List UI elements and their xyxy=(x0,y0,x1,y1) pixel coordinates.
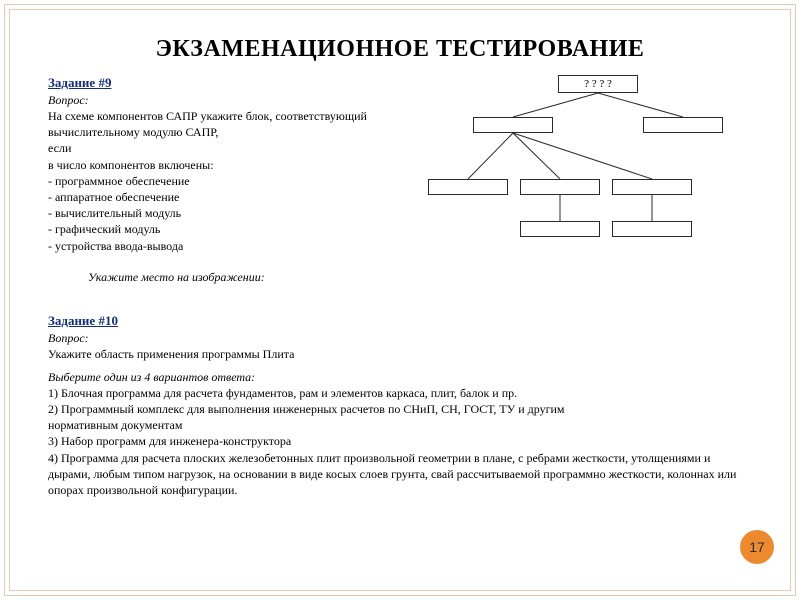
diagram-node-l1a[interactable] xyxy=(473,117,553,133)
q9-prompt-line: если xyxy=(48,140,408,156)
q10-option-line: 2) Программный комплекс для выполнения и… xyxy=(48,401,752,417)
q10-vopros-label: Вопрос: xyxy=(48,331,752,346)
q10-heading: Задание #10 xyxy=(48,313,752,329)
q10-option-line: 1) Блочная программа для расчета фундаме… xyxy=(48,385,752,401)
page-title: ЭКЗАМЕНАЦИОННОЕ ТЕСТИРОВАНИЕ xyxy=(48,36,752,63)
diagram-node-l2b[interactable] xyxy=(520,179,600,195)
q10-prompt: Укажите область применения программы Пли… xyxy=(48,346,752,362)
q9-prompt-line: - графический модуль xyxy=(48,221,408,237)
q9-prompt-line: - аппаратное обеспечение xyxy=(48,189,408,205)
q9-diagram[interactable]: ? ? ? ? xyxy=(428,75,768,275)
question-9-text: Задание #9 Вопрос: На схеме компонентов … xyxy=(48,75,408,285)
q9-prompt-line: На схеме компонентов САПР укажите блок, … xyxy=(48,108,408,140)
q9-prompt-line: - программное обеспечение xyxy=(48,173,408,189)
diagram-node-l2a[interactable] xyxy=(428,179,508,195)
page-number-badge: 17 xyxy=(740,530,774,564)
q9-vopros-label: Вопрос: xyxy=(48,93,408,108)
diagram-edge xyxy=(513,133,560,179)
diagram-node-root[interactable]: ? ? ? ? xyxy=(558,75,638,93)
diagram-edges xyxy=(428,75,768,275)
diagram-edge xyxy=(513,93,598,117)
q10-options: 1) Блочная программа для расчета фундаме… xyxy=(48,385,752,498)
q9-prompt-line: - вычислительный модуль xyxy=(48,205,408,221)
q9-prompt-line: - устройства ввода-вывода xyxy=(48,238,408,254)
question-9: Задание #9 Вопрос: На схеме компонентов … xyxy=(48,75,752,285)
q9-heading: Задание #9 xyxy=(48,75,408,91)
diagram-node-l3b[interactable] xyxy=(612,221,692,237)
diagram-node-l1b[interactable] xyxy=(643,117,723,133)
q10-prompt-text: Укажите область применения программы Пли… xyxy=(48,346,752,362)
q10-option-line: нормативным документам xyxy=(48,417,752,433)
q9-prompt: На схеме компонентов САПР укажите блок, … xyxy=(48,108,408,254)
diagram-node-l3a[interactable] xyxy=(520,221,600,237)
q9-prompt-line: в число компонентов включены: xyxy=(48,157,408,173)
q10-option-line: 3) Набор программ для инженера-конструкт… xyxy=(48,433,752,449)
q10-choose-label: Выберите один из 4 вариантов ответа: xyxy=(48,370,752,385)
q10-option-line: 4) Программа для расчета плоских железоб… xyxy=(48,450,752,499)
diagram-edge xyxy=(513,133,652,179)
diagram-edge xyxy=(468,133,513,179)
page-number: 17 xyxy=(749,539,765,555)
diagram-node-l2c[interactable] xyxy=(612,179,692,195)
q9-hint: Укажите место на изображении: xyxy=(88,270,408,285)
question-10: Задание #10 Вопрос: Укажите область прим… xyxy=(48,313,752,499)
diagram-edge xyxy=(598,93,683,117)
slide-content: ЭКЗАМЕНАЦИОННОЕ ТЕСТИРОВАНИЕ Задание #9 … xyxy=(18,18,782,582)
